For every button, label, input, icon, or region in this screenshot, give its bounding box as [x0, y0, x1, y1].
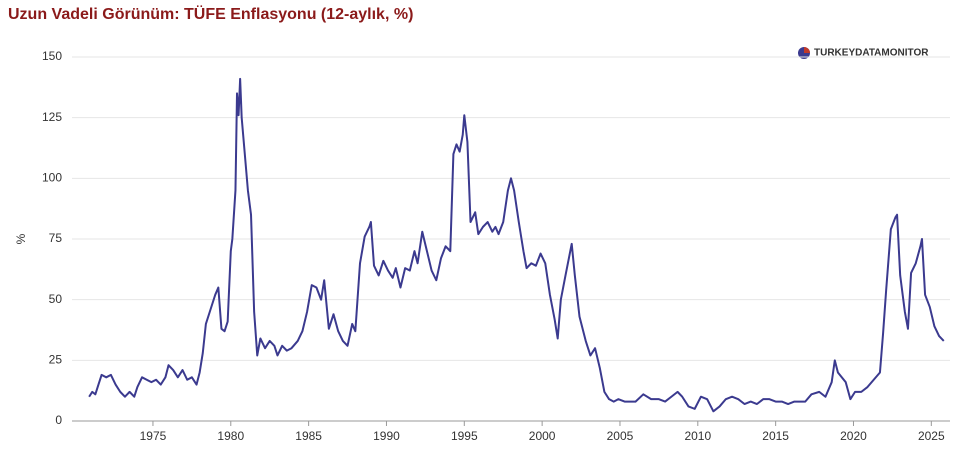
y-tick-label: 125: [42, 110, 62, 124]
y-axis-label: %: [14, 233, 28, 244]
x-tick-label: 1990: [373, 429, 400, 443]
y-tick-label: 150: [42, 49, 62, 63]
x-tick-label: 1995: [451, 429, 478, 443]
x-tick-label: 1985: [295, 429, 322, 443]
y-tick-label: 75: [49, 231, 63, 245]
y-tick-label: 50: [49, 292, 63, 306]
chart-title: Uzun Vadeli Görünüm: TÜFE Enflasyonu (12…: [8, 4, 413, 23]
x-tick-label: 1975: [140, 429, 167, 443]
x-tick-label: 2020: [840, 429, 867, 443]
logo: TURKEYDATAMONITOR: [814, 48, 929, 59]
y-tick-label: 25: [49, 353, 63, 367]
x-tick-label: 2010: [684, 429, 711, 443]
x-tick-label: 2015: [762, 429, 789, 443]
line: [88, 77, 945, 413]
x-tick-label: 1980: [217, 429, 244, 443]
x-tick-label: 2000: [529, 429, 556, 443]
y-tick-label: 100: [42, 171, 62, 185]
logo-icon-part: [804, 47, 810, 53]
x-tick-label: 2005: [607, 429, 634, 443]
x-tick-label: 2025: [918, 429, 945, 443]
y-tick-label: 0: [55, 413, 62, 427]
